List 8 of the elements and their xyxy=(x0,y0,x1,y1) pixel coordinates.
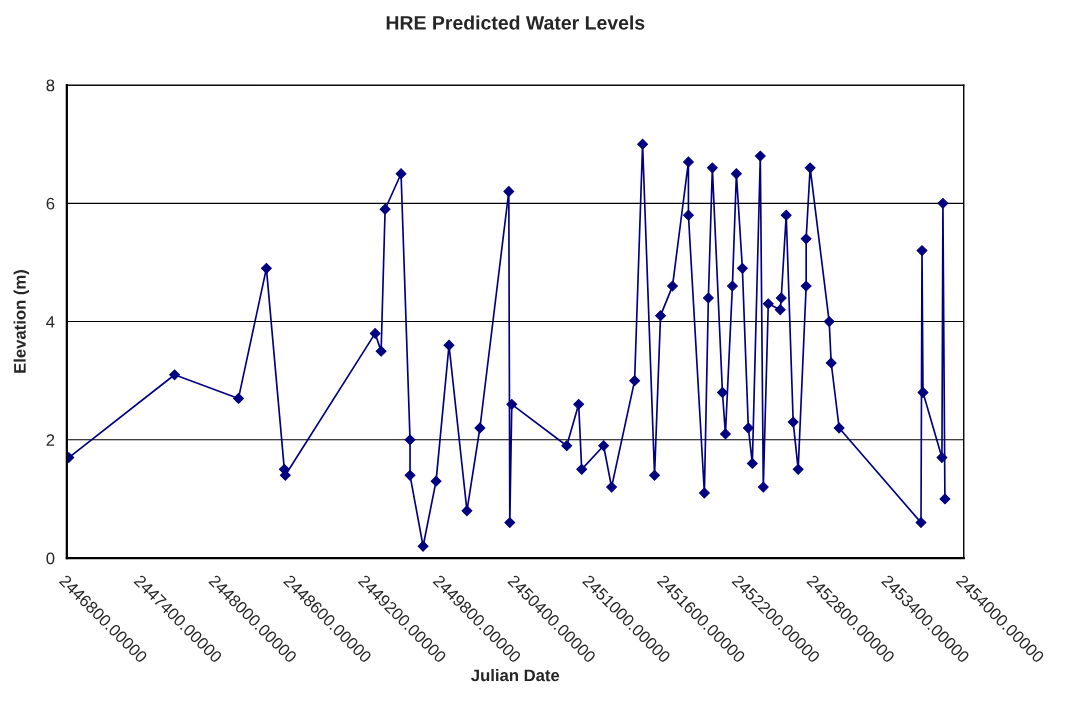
chart-title: HRE Predicted Water Levels xyxy=(386,15,645,30)
y-axis-title: Elevation (m) xyxy=(13,270,30,373)
y-tick-label: 6 xyxy=(46,197,55,210)
y-tick-label: 2 xyxy=(46,434,55,446)
y-tick-label: 8 xyxy=(46,79,55,92)
y-tick-label: 4 xyxy=(46,316,55,328)
y-tick-label: 0 xyxy=(46,552,55,565)
x-axis-title: Julian Date xyxy=(471,669,560,682)
